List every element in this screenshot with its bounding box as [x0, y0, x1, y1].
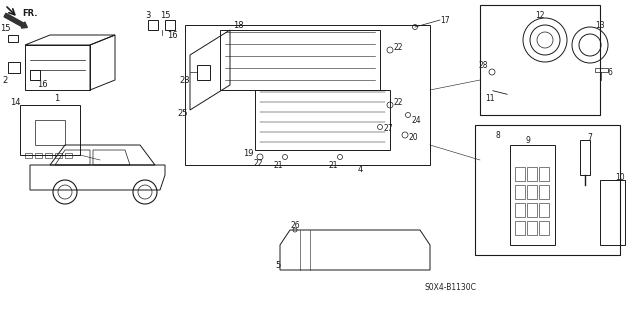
Bar	[539, 185, 549, 199]
Text: 9: 9	[525, 135, 531, 145]
Text: 22: 22	[393, 98, 403, 107]
Bar	[35, 120, 65, 145]
Text: 14: 14	[10, 98, 20, 107]
Text: 16: 16	[36, 79, 47, 89]
Text: 11: 11	[485, 93, 495, 102]
Text: 25: 25	[178, 108, 188, 117]
Text: 28: 28	[478, 60, 488, 69]
Bar	[539, 167, 549, 181]
Text: 26: 26	[290, 220, 300, 229]
Text: 21: 21	[273, 161, 283, 170]
Bar	[65, 153, 72, 158]
Bar	[527, 221, 537, 235]
Text: 10: 10	[615, 172, 625, 181]
Bar	[515, 203, 525, 217]
Bar	[45, 153, 52, 158]
Text: 27: 27	[383, 124, 393, 132]
Text: 18: 18	[233, 20, 243, 29]
Bar	[25, 153, 32, 158]
Bar	[35, 153, 42, 158]
Text: 13: 13	[595, 20, 605, 29]
Text: 23: 23	[180, 76, 190, 84]
Text: S0X4-B1130C: S0X4-B1130C	[424, 284, 476, 292]
Text: 2: 2	[3, 76, 8, 84]
Bar	[527, 203, 537, 217]
Text: 16: 16	[166, 30, 177, 39]
Bar	[539, 203, 549, 217]
Text: 6: 6	[607, 68, 612, 76]
Text: 22: 22	[253, 158, 263, 167]
Text: 8: 8	[495, 131, 500, 140]
Bar	[515, 167, 525, 181]
Text: 3: 3	[145, 11, 150, 20]
Text: 22: 22	[393, 43, 403, 52]
Text: 21: 21	[328, 161, 338, 170]
Bar	[55, 153, 62, 158]
Text: 1: 1	[54, 93, 60, 102]
Text: 19: 19	[243, 148, 253, 157]
Text: 7: 7	[588, 132, 593, 141]
Text: 17: 17	[440, 15, 450, 25]
Text: 5: 5	[275, 260, 280, 269]
Bar	[527, 185, 537, 199]
Text: FR.: FR.	[22, 9, 38, 18]
Bar	[527, 167, 537, 181]
Bar	[475, 125, 620, 255]
Bar	[515, 221, 525, 235]
FancyArrow shape	[4, 13, 28, 28]
Text: 20: 20	[408, 132, 418, 141]
Text: 24: 24	[411, 116, 421, 124]
Bar	[539, 221, 549, 235]
Text: 15: 15	[160, 11, 170, 20]
Text: 12: 12	[535, 11, 545, 20]
Bar	[480, 5, 600, 115]
Text: 4: 4	[357, 164, 363, 173]
Text: 15: 15	[0, 23, 10, 33]
Bar	[515, 185, 525, 199]
